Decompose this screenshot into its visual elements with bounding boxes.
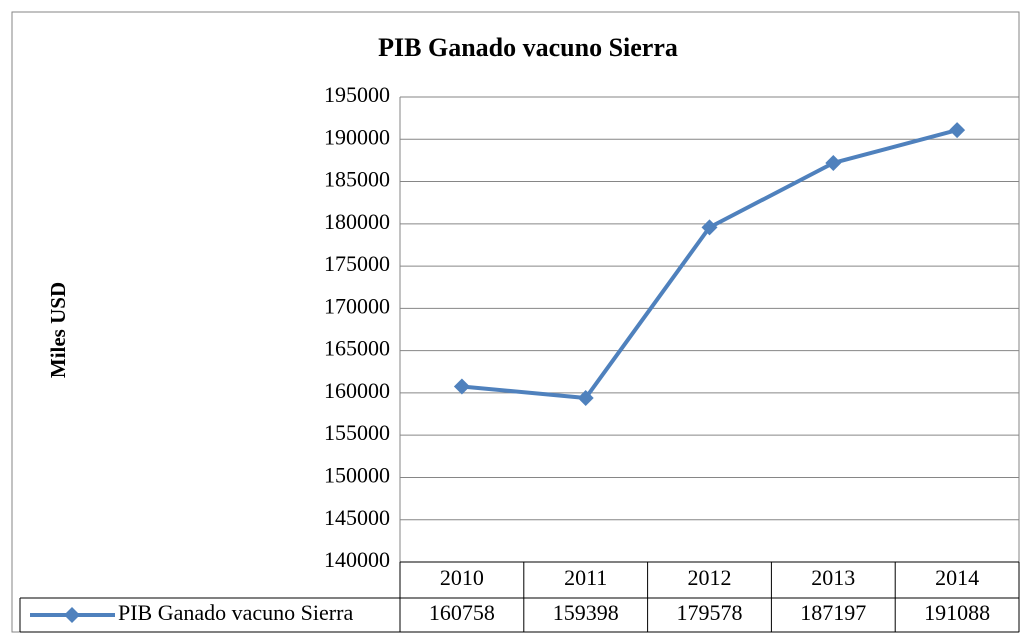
y-tick-label: 170000 [324, 293, 390, 318]
y-tick-label: 190000 [324, 124, 390, 149]
point [701, 219, 718, 236]
point [825, 154, 842, 171]
y-tick-label: 165000 [324, 336, 390, 361]
point [453, 378, 470, 395]
y-tick-label: 175000 [324, 251, 390, 276]
chart-title: PIB Ganado vacuno Sierra [378, 33, 678, 62]
y-tick-label: 140000 [324, 547, 390, 572]
x-tick-label: 2010 [440, 565, 484, 590]
y-tick-label: 145000 [324, 505, 390, 530]
x-tick-label: 2012 [688, 565, 732, 590]
table-value: 187197 [800, 600, 866, 625]
x-tick-label: 2014 [935, 565, 979, 590]
point [949, 122, 966, 139]
legend-label: PIB Ganado vacuno Sierra [118, 600, 353, 625]
y-tick-label: 180000 [324, 209, 390, 234]
legend-marker [64, 607, 80, 623]
table-value: 160758 [429, 600, 495, 625]
x-tick-label: 2011 [564, 565, 607, 590]
point [577, 389, 594, 406]
chart-border [11, 11, 1020, 633]
x-tick-label: 2013 [811, 565, 855, 590]
y-axis-label: Miles USD [46, 282, 70, 378]
y-tick-label: 195000 [324, 82, 390, 107]
y-tick-label: 160000 [324, 378, 390, 403]
table-value: 159398 [553, 600, 619, 625]
y-tick-label: 185000 [324, 167, 390, 192]
y-tick-label: 155000 [324, 420, 390, 445]
table-value: 191088 [924, 600, 990, 625]
table-value: 179578 [677, 600, 743, 625]
y-tick-label: 150000 [324, 463, 390, 488]
